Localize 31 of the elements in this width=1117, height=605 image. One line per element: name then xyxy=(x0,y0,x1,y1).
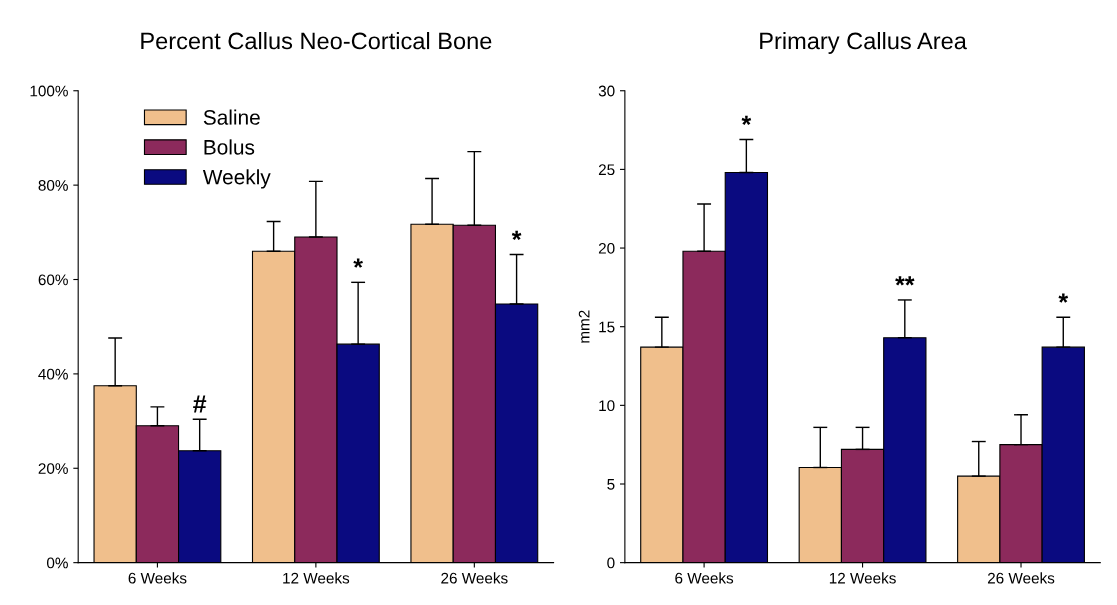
y-tick-label: 5 xyxy=(607,479,615,490)
y-tick-label: 15 xyxy=(599,321,615,333)
y-tick-label: 20 xyxy=(598,242,615,254)
x-tick-label: 26 Weeks xyxy=(987,572,1055,584)
chart-title: Percent Callus Neo-Cortical Bone xyxy=(141,31,492,50)
legend-label: Saline xyxy=(203,109,260,125)
y-tick-label: 30 xyxy=(598,85,615,97)
legend-label: Weekly xyxy=(202,169,271,189)
x-tick-label: 12 Weeks xyxy=(829,572,896,584)
y-axis-title: mm2 xyxy=(578,310,590,343)
x-tick-label: 6 Weeks xyxy=(675,572,734,584)
annotation: * xyxy=(511,230,522,241)
y-tick-label: 20% xyxy=(38,463,68,474)
y-tick-label: 60% xyxy=(38,274,68,286)
y-tick-label: 10 xyxy=(599,400,615,412)
annotation: * xyxy=(353,258,363,268)
y-tick-label: 80% xyxy=(38,180,68,191)
y-tick-label: 25 xyxy=(598,164,615,176)
annotation: ** xyxy=(895,276,915,286)
chart-title: Primary Callus Area xyxy=(760,31,967,54)
y-tick-label: 40% xyxy=(38,368,68,380)
x-tick-label: 12 Weeks xyxy=(283,572,350,584)
annotation: # xyxy=(193,395,207,413)
annotation: * xyxy=(741,115,752,126)
x-tick-label: 6 Weeks xyxy=(128,572,187,584)
y-tick-label: 0 xyxy=(607,557,615,569)
y-tick-label: 0% xyxy=(46,557,68,569)
annotation: * xyxy=(1058,293,1069,303)
x-tick-label: 26 Weeks xyxy=(441,572,508,584)
y-tick-label: 100% xyxy=(30,85,68,97)
legend-label: Bolus xyxy=(204,139,255,155)
